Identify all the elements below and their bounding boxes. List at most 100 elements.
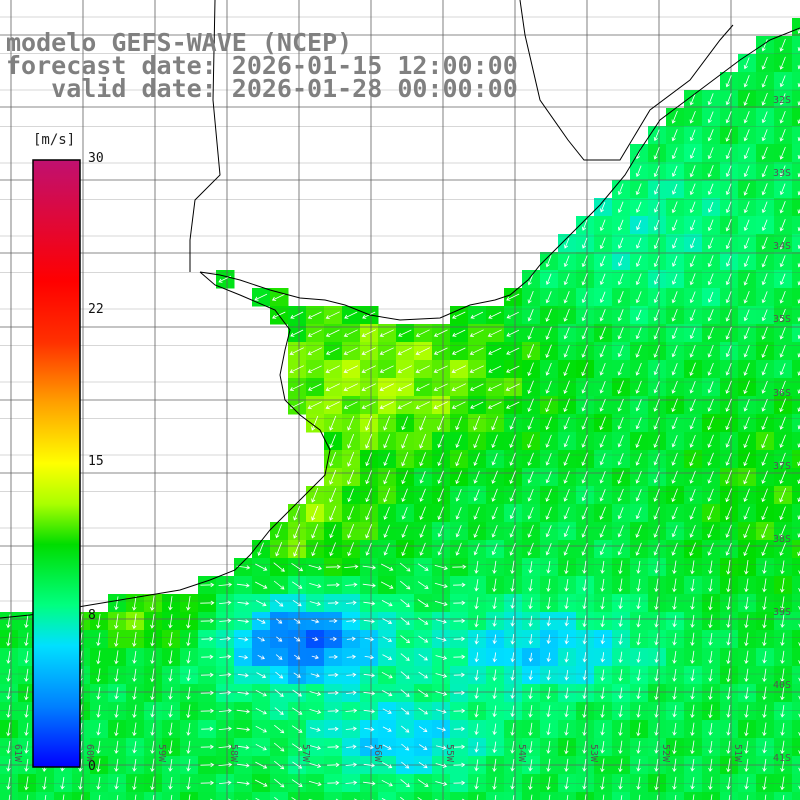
wind-arrow xyxy=(725,380,732,394)
speed-cell xyxy=(792,594,800,613)
wind-arrow xyxy=(653,326,660,340)
wind-arrow xyxy=(293,636,301,642)
wind-arrow xyxy=(256,618,266,624)
wind-arrow xyxy=(672,596,677,611)
wind-arrow xyxy=(638,794,641,800)
wind-arrow xyxy=(453,636,466,642)
wind-arrow xyxy=(132,741,137,754)
wind-arrow xyxy=(455,416,462,431)
wind-arrow xyxy=(492,741,497,754)
wind-arrow xyxy=(328,654,338,660)
wind-arrow xyxy=(168,614,173,629)
wind-arrow xyxy=(510,615,515,627)
wind-arrow xyxy=(779,38,786,52)
wind-arrow xyxy=(599,362,606,376)
wind-arrow xyxy=(528,741,533,754)
wind-arrow xyxy=(452,564,467,570)
wind-arrow xyxy=(417,563,429,571)
wind-arrow xyxy=(200,600,215,606)
wind-arrow xyxy=(581,344,588,358)
wind-arrow xyxy=(617,398,624,412)
speed-cell xyxy=(540,792,559,800)
wind-arrow xyxy=(797,28,800,34)
wind-arrow xyxy=(417,581,429,589)
wind-arrow xyxy=(689,398,696,412)
wind-arrow xyxy=(451,401,466,409)
wind-arrow xyxy=(382,618,393,624)
wind-arrow xyxy=(563,327,570,340)
speed-cell xyxy=(108,792,127,800)
wind-arrow xyxy=(346,636,356,642)
latitude-label: 41S xyxy=(773,753,791,764)
wind-arrow xyxy=(779,506,786,521)
wind-arrow xyxy=(528,579,533,592)
wind-arrow xyxy=(470,311,484,319)
speed-cell xyxy=(450,792,469,800)
wind-arrow xyxy=(527,273,534,286)
wind-arrow xyxy=(635,417,642,430)
wind-arrow xyxy=(469,383,484,391)
wind-arrow xyxy=(200,780,215,786)
wind-arrow xyxy=(400,653,410,661)
wind-arrow xyxy=(219,600,232,605)
wind-arrow xyxy=(78,758,83,772)
wind-arrow xyxy=(762,614,767,629)
wind-arrow xyxy=(707,326,714,340)
wind-arrow xyxy=(24,668,29,682)
speed-cell xyxy=(792,198,800,217)
wind-arrow xyxy=(308,780,322,787)
wind-arrow xyxy=(451,365,466,374)
colorbar-tick-15: 15 xyxy=(88,454,104,469)
wind-arrow xyxy=(779,255,786,268)
wind-arrow xyxy=(708,614,713,629)
wind-arrow xyxy=(219,672,232,677)
wind-arrow xyxy=(707,362,714,376)
wind-arrow xyxy=(325,311,340,319)
wind-arrow xyxy=(273,562,285,572)
wind-arrow xyxy=(546,616,551,627)
wind-arrow xyxy=(399,562,411,572)
wind-arrow xyxy=(274,599,284,607)
wind-arrow xyxy=(581,489,588,502)
wind-arrow xyxy=(528,776,533,791)
wind-arrow xyxy=(527,488,534,502)
wind-arrow xyxy=(726,596,731,611)
latitude-label: 40S xyxy=(773,680,791,691)
wind-arrow xyxy=(743,452,750,467)
wind-arrow xyxy=(80,794,83,800)
wind-arrow xyxy=(527,434,534,449)
wind-arrow xyxy=(400,725,410,733)
wind-arrow xyxy=(725,416,732,431)
wind-arrow xyxy=(455,542,462,556)
wind-arrow xyxy=(780,614,785,628)
wind-arrow xyxy=(201,636,214,642)
wind-arrow xyxy=(292,761,303,769)
wind-arrow xyxy=(96,613,101,629)
wind-arrow xyxy=(275,542,283,557)
speed-cell xyxy=(792,702,800,721)
wind-arrow xyxy=(743,290,750,304)
wind-arrow xyxy=(6,650,11,664)
wind-arrow xyxy=(255,761,268,769)
wind-arrow xyxy=(236,709,251,714)
wind-arrow xyxy=(672,560,677,575)
speed-cell xyxy=(792,504,800,523)
wind-arrow xyxy=(419,506,426,520)
wind-arrow xyxy=(491,434,498,448)
wind-arrow xyxy=(744,668,749,683)
wind-arrow xyxy=(617,219,624,231)
wind-arrow xyxy=(797,406,800,412)
wind-arrow xyxy=(653,381,660,394)
wind-arrow xyxy=(528,634,533,645)
wind-arrow xyxy=(474,723,479,736)
wind-arrow xyxy=(582,722,587,736)
wind-arrow xyxy=(510,776,515,790)
wind-arrow xyxy=(671,542,678,556)
wind-arrow xyxy=(381,798,386,800)
wind-arrow xyxy=(581,524,588,538)
wind-arrow xyxy=(274,796,279,800)
wind-arrow xyxy=(725,452,732,466)
speed-cell xyxy=(792,144,800,163)
wind-arrow xyxy=(599,380,606,394)
wind-arrow xyxy=(451,347,466,355)
